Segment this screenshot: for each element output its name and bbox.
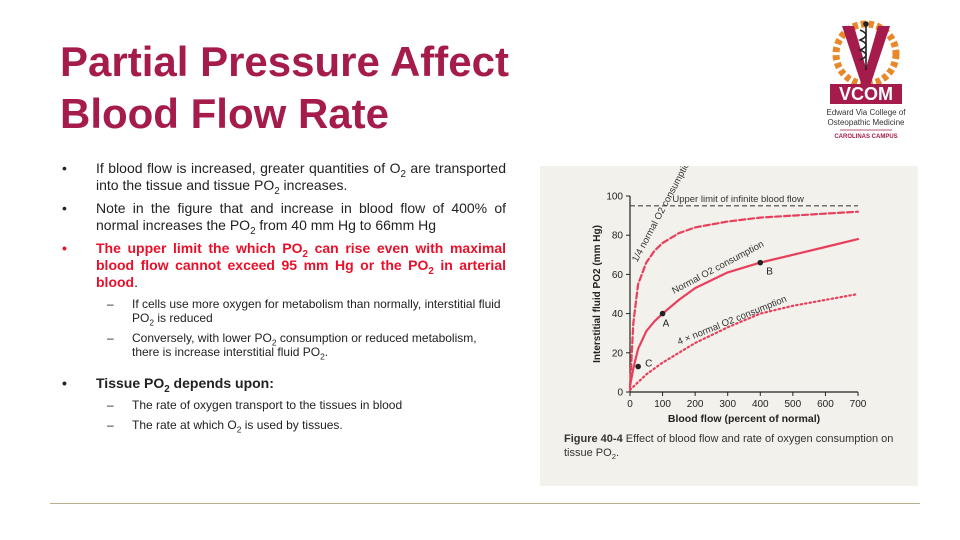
- figure-panel: 0 100 200 300 400 500 600 700 0 20 40 60 80 100 Blood …: [540, 156, 918, 486]
- bullet-list: If blood flow is increased, greater quan…: [60, 160, 506, 434]
- series-line: [628, 210, 860, 390]
- y-tick-label: 40: [612, 309, 624, 320]
- bullet-tissue-po2: Tissue PO2 depends upon: The rate of oxy…: [60, 375, 506, 434]
- point-label: B: [766, 267, 773, 278]
- y-tick-label: 80: [612, 231, 624, 242]
- caption-figure-number: Figure 40-4: [564, 433, 623, 445]
- figure-caption: Figure 40-4 Effect of blood flow and rat…: [564, 433, 894, 462]
- sub-bullet-transport-rate: The rate of oxygen transport to the tiss…: [90, 398, 506, 412]
- x-tick-label: 500: [785, 399, 802, 410]
- bullet-figure-note: Note in the figure that and increase in …: [60, 200, 506, 236]
- x-tick-label: 100: [654, 399, 671, 410]
- po2-chart: 0 100 200 300 400 500 600 700 0 20 40 60 80 100 Blood …: [592, 156, 867, 425]
- x-tick-label: 600: [817, 399, 834, 410]
- point-label: C: [645, 359, 652, 370]
- sub-bullet-usage-rate: The rate at which O2 is used by tissues.: [90, 418, 506, 434]
- wordmark-banner: [830, 84, 902, 104]
- series-line: [628, 292, 860, 392]
- tissue-po2-sublist: The rate of oxygen transport to the tiss…: [96, 398, 506, 434]
- upper-limit-sublist: If cells use more oxygen for metabolism …: [96, 297, 506, 361]
- y-tick-label: 20: [612, 348, 624, 359]
- logo-campus: CAROLINAS CAMPUS: [834, 134, 897, 140]
- bullet-upper-limit: The upper limit the which PO2 can rise e…: [60, 240, 506, 361]
- upper-limit-label: Upper limit of infinite blood flow: [672, 194, 804, 205]
- point-label: A: [663, 319, 670, 330]
- y-tick-label: 0: [617, 388, 623, 399]
- series-label: 1/4 normal O2 consumption: [630, 166, 695, 264]
- series-label: 4 × normal O2 consumption: [676, 294, 789, 348]
- logo-line-1: Edward Via College of: [826, 108, 906, 117]
- logo-wordmark: VCOM: [839, 84, 893, 104]
- v-shape-icon: [842, 26, 890, 86]
- vcom-logo: VCOM Edward Via College of Osteopathic M…: [826, 20, 906, 140]
- caption-text: Effect of blood flow and rate of oxygen …: [564, 433, 894, 459]
- point-marker: [635, 363, 641, 370]
- title-line-1: Partial Pressure Affect: [60, 38, 509, 85]
- series-line: [628, 237, 860, 388]
- point-marker: [757, 259, 764, 266]
- sub-bullet-more-oxygen: If cells use more oxygen for metabolism …: [90, 297, 506, 327]
- x-tick-label: 300: [719, 399, 736, 410]
- sub-bullet-lower-consumption: Conversely, with lower PO2 consumption o…: [90, 331, 506, 361]
- caduceus-icon: [857, 21, 869, 70]
- x-tick-label: 400: [752, 399, 769, 410]
- logo-line-2: Osteopathic Medicine: [828, 118, 905, 127]
- footer-divider: [50, 503, 920, 504]
- series-label: Normal O2 consumption: [670, 239, 766, 297]
- y-tick-label: 100: [606, 192, 623, 203]
- x-tick-label: 0: [627, 399, 633, 410]
- bullet-blood-flow-increase: If blood flow is increased, greater quan…: [60, 160, 506, 196]
- slide-title: Partial Pressure Affect Blood Flow Rate: [60, 36, 620, 140]
- x-tick-label: 200: [687, 399, 704, 410]
- point-marker: [659, 310, 666, 317]
- y-axis-title: Interstitial fluid PO2 (mm Hg): [592, 225, 603, 363]
- y-tick-label: 60: [612, 270, 624, 281]
- x-axis-title: Blood flow (percent of normal): [668, 413, 820, 425]
- bullet-content: If blood flow is increased, greater quan…: [60, 160, 506, 438]
- title-line-2: Blood Flow Rate: [60, 90, 389, 137]
- x-tick-label: 700: [850, 399, 867, 410]
